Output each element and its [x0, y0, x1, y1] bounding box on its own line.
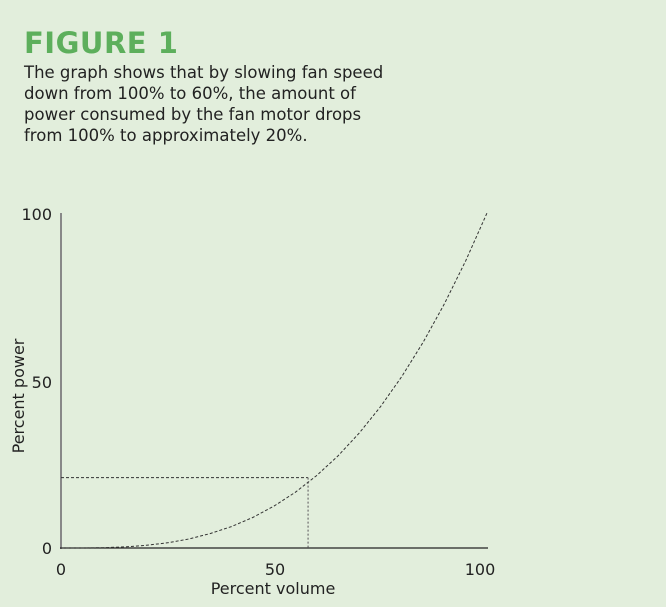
y-tick-50: 50 — [32, 373, 52, 392]
y-tick-100: 100 — [21, 205, 52, 224]
power-curve — [61, 212, 488, 549]
y-tick-0: 0 — [42, 539, 52, 558]
figure-title: FIGURE 1 — [24, 26, 179, 60]
y-axis-label: Percent power — [9, 338, 28, 453]
x-tick-100: 100 — [465, 560, 496, 579]
figure-caption: The graph shows that by slowing fan spee… — [24, 63, 384, 145]
x-tick-50: 50 — [265, 560, 285, 579]
x-tick-0: 0 — [56, 560, 66, 579]
x-axis-label: Percent volume — [211, 579, 336, 598]
